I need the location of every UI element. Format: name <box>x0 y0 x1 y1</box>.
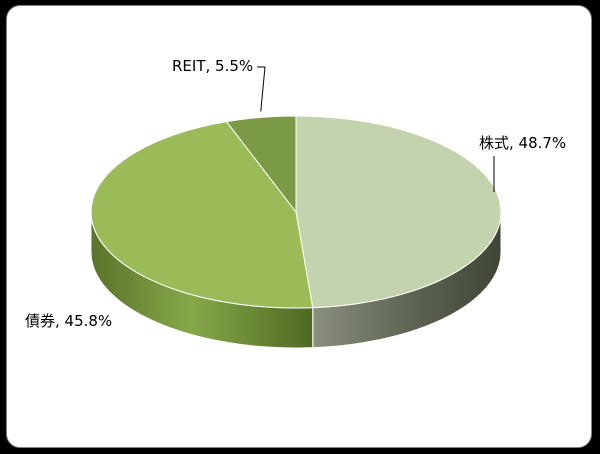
chart-area: REIT, 5.5% 株式, 48.7% 債券, 45.8% <box>6 5 592 448</box>
data-label-reit: REIT, 5.5% <box>172 57 253 75</box>
pie-slice-REIT <box>225 115 297 214</box>
data-label-kabu: 株式, 48.7% <box>479 134 566 152</box>
pie-slice-債券 <box>90 121 314 309</box>
pie-chart: REIT, 5.5% 株式, 48.7% 債券, 45.8% <box>25 57 566 349</box>
leader-line-reit <box>260 66 266 112</box>
pie-slice-株式 <box>295 115 502 309</box>
data-label-sai: 債券, 45.8% <box>25 312 112 330</box>
